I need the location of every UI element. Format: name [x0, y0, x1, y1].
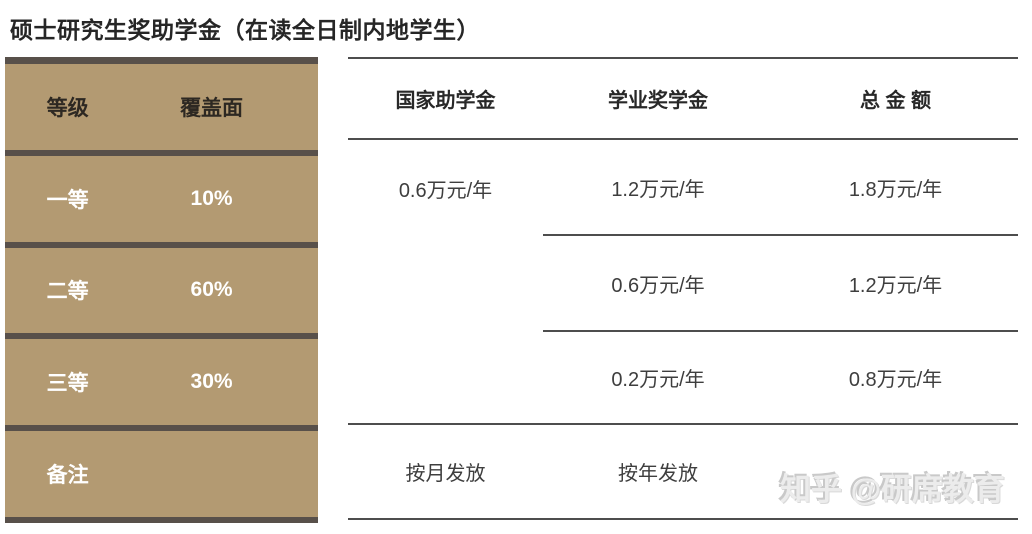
amounts-table: 国家助学金 学业奖学金 总 金 额 0.6万元/年 1.2万元/年 1.8万元/…	[348, 57, 1018, 520]
table-header-row: 国家助学金 学业奖学金 总 金 额	[348, 59, 1018, 140]
academic-scholarship-note-cell: 按年发放	[618, 463, 698, 485]
academic-scholarship-cell: 0.6万元/年	[543, 236, 773, 332]
coverage-cell: 30%	[190, 370, 233, 394]
total-amount-cell: 1.8万元/年	[773, 140, 1018, 236]
level-coverage-table: 等级 覆盖面 一等 10% 二等 60% 三等 30% 备注	[5, 57, 318, 523]
academic-scholarship-column-header: 学业奖学金	[608, 90, 708, 112]
level-column-header: 等级	[46, 96, 89, 120]
total-amount-column-header: 总 金 额	[859, 90, 932, 112]
coverage-cell: 60%	[190, 278, 233, 302]
academic-scholarship-cell: 0.2万元/年	[611, 369, 705, 391]
table-header-row: 等级 覆盖面	[5, 64, 318, 150]
table-row: 一等 10%	[5, 149, 318, 242]
zhihu-watermark: 知乎 @研席教育	[780, 472, 1005, 507]
table-row: 三等 30%	[5, 333, 318, 425]
table-row: 0.6万元/年 1.2万元/年	[348, 236, 1018, 332]
coverage-column-header: 覆盖面	[180, 96, 244, 120]
table-row: 0.6万元/年 1.2万元/年 1.8万元/年	[348, 140, 1018, 236]
table-row: 二等 60%	[5, 241, 318, 334]
level-cell: 备注	[46, 464, 89, 488]
level-cell: 二等	[46, 280, 89, 304]
table-row: 备注	[5, 425, 318, 517]
academic-scholarship-cell: 1.2万元/年	[543, 140, 773, 236]
national-grant-cell: 0.6万元/年	[398, 179, 493, 202]
national-grant-cell	[348, 332, 543, 423]
national-grant-column-header: 国家助学金	[395, 90, 496, 112]
table-row: 0.2万元/年 0.8万元/年	[348, 332, 1018, 425]
level-cell: 三等	[46, 372, 89, 396]
national-grant-note-cell: 按月发放	[405, 463, 486, 485]
national-grant-cell	[348, 236, 543, 332]
coverage-cell: 10%	[190, 186, 233, 210]
table-row: 按月发放 按年发放	[348, 425, 1018, 520]
level-cell: 一等	[46, 188, 89, 212]
total-amount-cell: 0.8万元/年	[848, 369, 943, 391]
page-title: 硕士研究生奖助学金（在读全日制内地学生）	[10, 17, 480, 43]
total-amount-cell: 1.2万元/年	[773, 236, 1018, 332]
